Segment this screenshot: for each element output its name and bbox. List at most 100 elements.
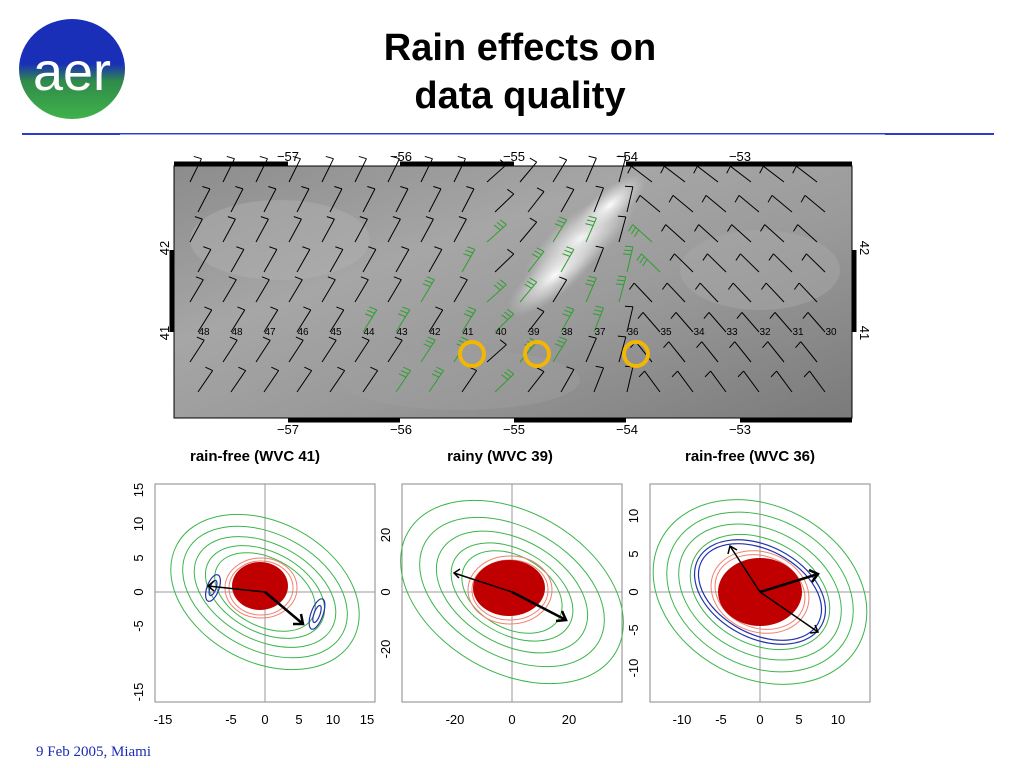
minima-contours [205, 574, 326, 630]
wind-vectors [452, 568, 568, 623]
wvc-label: 42 [429, 327, 441, 338]
y-tick: 0 [131, 588, 146, 595]
marker-wvc39 [523, 340, 551, 368]
x-tick: 10 [326, 712, 340, 727]
x-tick: 15 [360, 712, 374, 727]
inner-contours [467, 555, 553, 625]
wvc-label: 45 [330, 327, 342, 338]
wvc-label: 43 [396, 327, 408, 338]
x-tick: 20 [562, 712, 576, 727]
wvc-label: 38 [561, 327, 573, 338]
x-tick: 0 [756, 712, 763, 727]
wvc-label: 35 [660, 327, 672, 338]
map-bottom-ticks: −57 −56 −55 −54 −53 [277, 422, 751, 437]
map-bottom-tick: −54 [616, 422, 638, 437]
wind-barbs [189, 155, 826, 393]
wvc-label: 48 [198, 327, 210, 338]
wvc-label: 39 [528, 327, 540, 338]
title-line-2: data quality [414, 75, 626, 117]
y-tick: 0 [626, 588, 641, 595]
y-tick: 5 [131, 554, 146, 561]
y-tick: -10 [626, 659, 641, 678]
map-left-tick: 41 [160, 326, 172, 340]
wvc-label: 41 [462, 327, 474, 338]
y-tick: -15 [131, 683, 146, 702]
map-border-bars [169, 161, 857, 423]
y-tick: 20 [378, 528, 393, 542]
wvc-label: 33 [726, 327, 738, 338]
x-tick: -20 [446, 712, 465, 727]
title-line-1: Rain effects on [383, 27, 657, 69]
minima-contours [693, 539, 827, 645]
wvc-label: 40 [495, 327, 507, 338]
x-tick: -15 [154, 712, 173, 727]
logo-text: aer [33, 42, 111, 102]
wind-map: 48 48 47 46 45 44 43 42 41 40 39 38 37 36 35 34 33 32 31 30… [157, 149, 872, 440]
inner-contours [710, 550, 810, 634]
map-top-tick: −54 [616, 150, 638, 164]
x-ticks: -20 0 20 [446, 712, 577, 727]
map-bottom-tick: −56 [390, 422, 412, 437]
y-tick: 10 [131, 517, 146, 531]
map-bottom-tick: −55 [503, 422, 525, 437]
wvc-label: 30 [825, 327, 837, 338]
core-blob [473, 560, 545, 616]
marker-wvc41 [458, 340, 486, 368]
x-tick: 5 [295, 712, 302, 727]
aer-logo: aer [18, 18, 126, 120]
wvc-label: 44 [363, 327, 375, 338]
y-tick: 15 [131, 483, 146, 497]
map-top-tick: −55 [503, 150, 525, 164]
map-left-tick: 42 [160, 241, 172, 255]
y-tick: 5 [626, 550, 641, 557]
map-right-tick: 41 [857, 326, 870, 340]
x-tick: 0 [261, 712, 268, 727]
ambiguity-plot-2: -20 0 20 20 0 -20 [372, 478, 627, 728]
y-tick: 10 [626, 509, 641, 523]
map-top-tick: −56 [390, 150, 412, 164]
y-tick: -20 [378, 640, 393, 659]
wvc-labels: 48 48 47 46 45 44 43 42 41 40 39 38 37 36 35 34 33 32 31 30 [198, 327, 837, 338]
x-tick: 10 [831, 712, 845, 727]
panel-title-3: rain-free (WVC 36) [684, 448, 816, 465]
panel-title-2: rainy (WVC 39) [447, 448, 553, 465]
x-tick: 0 [508, 712, 515, 727]
title-rule-thin [120, 134, 885, 135]
x-tick: -5 [715, 712, 727, 727]
wvc-label: 48 [231, 327, 243, 338]
wvc-label: 34 [693, 327, 705, 338]
map-bottom-tick: −53 [729, 422, 751, 437]
map-top-tick: −53 [729, 150, 751, 164]
wvc-label: 32 [759, 327, 771, 338]
wvc-label: 31 [792, 327, 804, 338]
footer-date-location: 9 Feb 2005, Miami [36, 744, 151, 760]
map-right-ticks: 42 41 [857, 241, 872, 340]
wvc-label: 37 [594, 327, 606, 338]
ambiguity-plot-3: -10 -5 0 5 10 10 5 0 -5 -10 [620, 478, 875, 728]
map-top-tick: −57 [277, 150, 299, 164]
y-ticks: 15 10 5 0 -5 -15 [131, 483, 146, 702]
y-tick: -5 [626, 624, 641, 636]
y-tick: 0 [378, 588, 393, 595]
x-tick: -10 [673, 712, 692, 727]
y-tick: -5 [131, 620, 146, 632]
ambiguity-plot-1: -15 -5 0 5 10 15 15 10 5 0 -5 -15 [125, 478, 380, 728]
map-right-tick: 42 [857, 241, 870, 255]
outer-contours [400, 499, 624, 685]
x-tick: 5 [795, 712, 802, 727]
y-ticks: 10 5 0 -5 -10 [626, 509, 641, 678]
marker-wvc36 [622, 340, 650, 368]
x-ticks: -15 -5 0 5 10 15 [154, 712, 375, 727]
slide-title: Rain effects on data quality [330, 24, 710, 120]
map-top-ticks: −57 −56 −55 −54 −53 [277, 149, 751, 164]
panel-title-1: rain-free (WVC 41) [189, 448, 321, 465]
x-tick: -5 [225, 712, 237, 727]
wvc-markers [458, 340, 650, 368]
outer-contours [652, 499, 868, 685]
map-left-ticks: 42 41 [157, 241, 172, 340]
wind-vectors [727, 544, 820, 634]
map-bottom-tick: −57 [277, 422, 299, 437]
y-ticks: 20 0 -20 [378, 528, 393, 659]
wvc-label: 36 [627, 327, 639, 338]
wind-vectors [206, 580, 305, 626]
